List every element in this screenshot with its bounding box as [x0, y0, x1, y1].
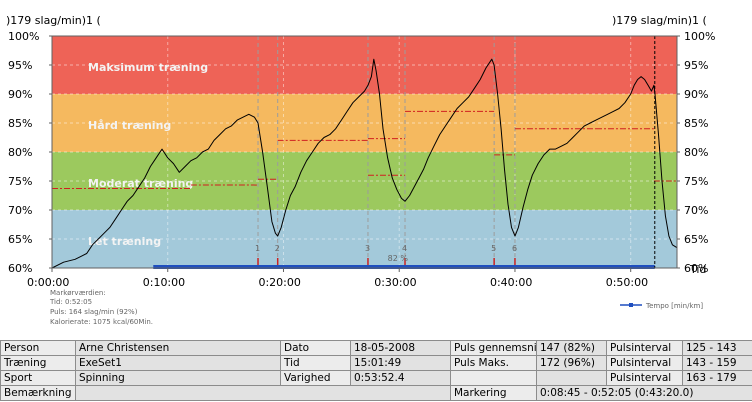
- person-label: Person: [0, 340, 76, 356]
- info-table: Person Arne Christensen Dato 18-05-2008 …: [0, 340, 752, 401]
- puls-max-label: Puls Maks.: [450, 355, 537, 371]
- pulsinterval-label-2: Pulsinterval: [606, 355, 683, 371]
- person-value: Arne Christensen: [75, 340, 281, 356]
- varighed-label: Varighed: [280, 370, 351, 386]
- pulsinterval-label-3: Pulsinterval: [606, 370, 683, 386]
- legend: Tempo [min/km]: [620, 302, 703, 310]
- y-tick-label-right: 60%: [684, 262, 708, 275]
- marker-lines: 1 2 3 4 5 6 82 %: [255, 36, 517, 268]
- y-tick-label-right: 70%: [684, 204, 708, 217]
- x-tick-label: 0:20:00: [258, 276, 300, 289]
- markering-label: Markering: [450, 385, 537, 401]
- puls-max-value: 172 (96%): [536, 355, 607, 371]
- tempo-bar: [153, 265, 655, 269]
- puls-avg-label: Puls gennemsnit: [450, 340, 537, 356]
- sport-value: Spinning: [75, 370, 281, 386]
- y-tick-label-right: 95%: [684, 59, 708, 72]
- target-lines: [52, 110, 677, 190]
- x-tick-label: 0:40:00: [490, 276, 532, 289]
- marker-label: 2: [275, 244, 280, 253]
- table-row: Person Arne Christensen Dato 18-05-2008 …: [0, 340, 752, 356]
- y-tick-label-left: 70%: [8, 204, 32, 217]
- hr-series: [51, 36, 678, 269]
- marker-label: 4: [402, 244, 407, 253]
- summary-puls: Puls: 164 slag/min (92%): [50, 308, 138, 316]
- tid-label: Tid: [280, 355, 351, 371]
- marker-value-label: 82 %: [388, 254, 409, 263]
- legend-marker: [629, 303, 633, 307]
- empty-cell: [536, 370, 607, 386]
- y-tick-label-right: 80%: [684, 146, 708, 159]
- bemaerkning-label: Bemærkning: [0, 385, 76, 401]
- y-tick-label-right: 90%: [684, 88, 708, 101]
- dato-value: 18-05-2008: [350, 340, 451, 356]
- tempo-bar-rect: [153, 265, 655, 269]
- y-tick-label-right: 100%: [684, 30, 715, 43]
- empty-cell: [450, 370, 537, 386]
- x-tick-label: 0:10:00: [143, 276, 185, 289]
- y-tick-label-left: 65%: [8, 233, 32, 246]
- sport-label: Sport: [0, 370, 76, 386]
- marker-label: 1: [255, 244, 260, 253]
- y-tick-label-left: 80%: [8, 146, 32, 159]
- marker-label: 5: [491, 244, 496, 253]
- summary-kalorierate: Kalorierate: 1075 kcal/60Min.: [50, 318, 153, 326]
- axes: 100% 100% 95% 95% 90% 90% 85% 85% 80% 80% 75% 75% 70…: [8, 30, 715, 289]
- marker-label: 3: [365, 244, 370, 253]
- bemaerkning-value[interactable]: [75, 385, 451, 401]
- marker-label: 6: [512, 244, 517, 253]
- x-tick-label: 0:00:00: [27, 276, 69, 289]
- dato-label: Dato: [280, 340, 351, 356]
- table-row: Sport Spinning Varighed 0:53:52.4 Pulsin…: [0, 370, 752, 386]
- x-axis-title: Tid: [689, 263, 706, 276]
- y-tick-label-right: 65%: [684, 233, 708, 246]
- x-tick-label: 0:30:00: [374, 276, 416, 289]
- x-tick-label: 0:50:00: [606, 276, 648, 289]
- pulsinterval-value-3: 163 - 179: [682, 370, 752, 386]
- pulsinterval-value-2: 143 - 159: [682, 355, 752, 371]
- summary-tid: Tid: 0:52:05: [49, 298, 92, 306]
- varighed-value: 0:53:52.4: [350, 370, 451, 386]
- pulsinterval-label-1: Pulsinterval: [606, 340, 683, 356]
- puls-avg-value: 147 (82%): [536, 340, 607, 356]
- y-tick-label-left: 60%: [8, 262, 32, 275]
- y-tick-label-right: 85%: [684, 117, 708, 130]
- traening-label: Træning: [0, 355, 76, 371]
- y-tick-label-left: 85%: [8, 117, 32, 130]
- right-axis-title: )179 slag/min)1 (: [612, 14, 707, 27]
- legend-label: Tempo [min/km]: [645, 302, 703, 310]
- y-tick-label-left: 95%: [8, 59, 32, 72]
- hr-line: [51, 58, 678, 269]
- zone-label: Let træning: [88, 235, 161, 248]
- traening-value: ExeSet1: [75, 355, 281, 371]
- y-tick-label-left: 100%: [8, 30, 39, 43]
- tid-value: 15:01:49: [350, 355, 451, 371]
- y-tick-label-left: 75%: [8, 175, 32, 188]
- markering-value: 0:08:45 - 0:52:05 (0:43:20.0): [536, 385, 752, 401]
- left-axis-title: )179 slag/min)1 (: [6, 14, 101, 27]
- table-row: Træning ExeSet1 Tid 15:01:49 Puls Maks. …: [0, 355, 752, 371]
- y-tick-label-left: 90%: [8, 88, 32, 101]
- y-tick-label-right: 75%: [684, 175, 708, 188]
- zone-label: Hård træning: [88, 119, 171, 132]
- zone-label: Maksimum træning: [88, 61, 208, 74]
- pulsinterval-value-1: 125 - 143: [682, 340, 752, 356]
- table-row: Bemærkning Markering 0:08:45 - 0:52:05 (…: [0, 385, 752, 401]
- summary-label: Markørværdien:: [50, 289, 106, 297]
